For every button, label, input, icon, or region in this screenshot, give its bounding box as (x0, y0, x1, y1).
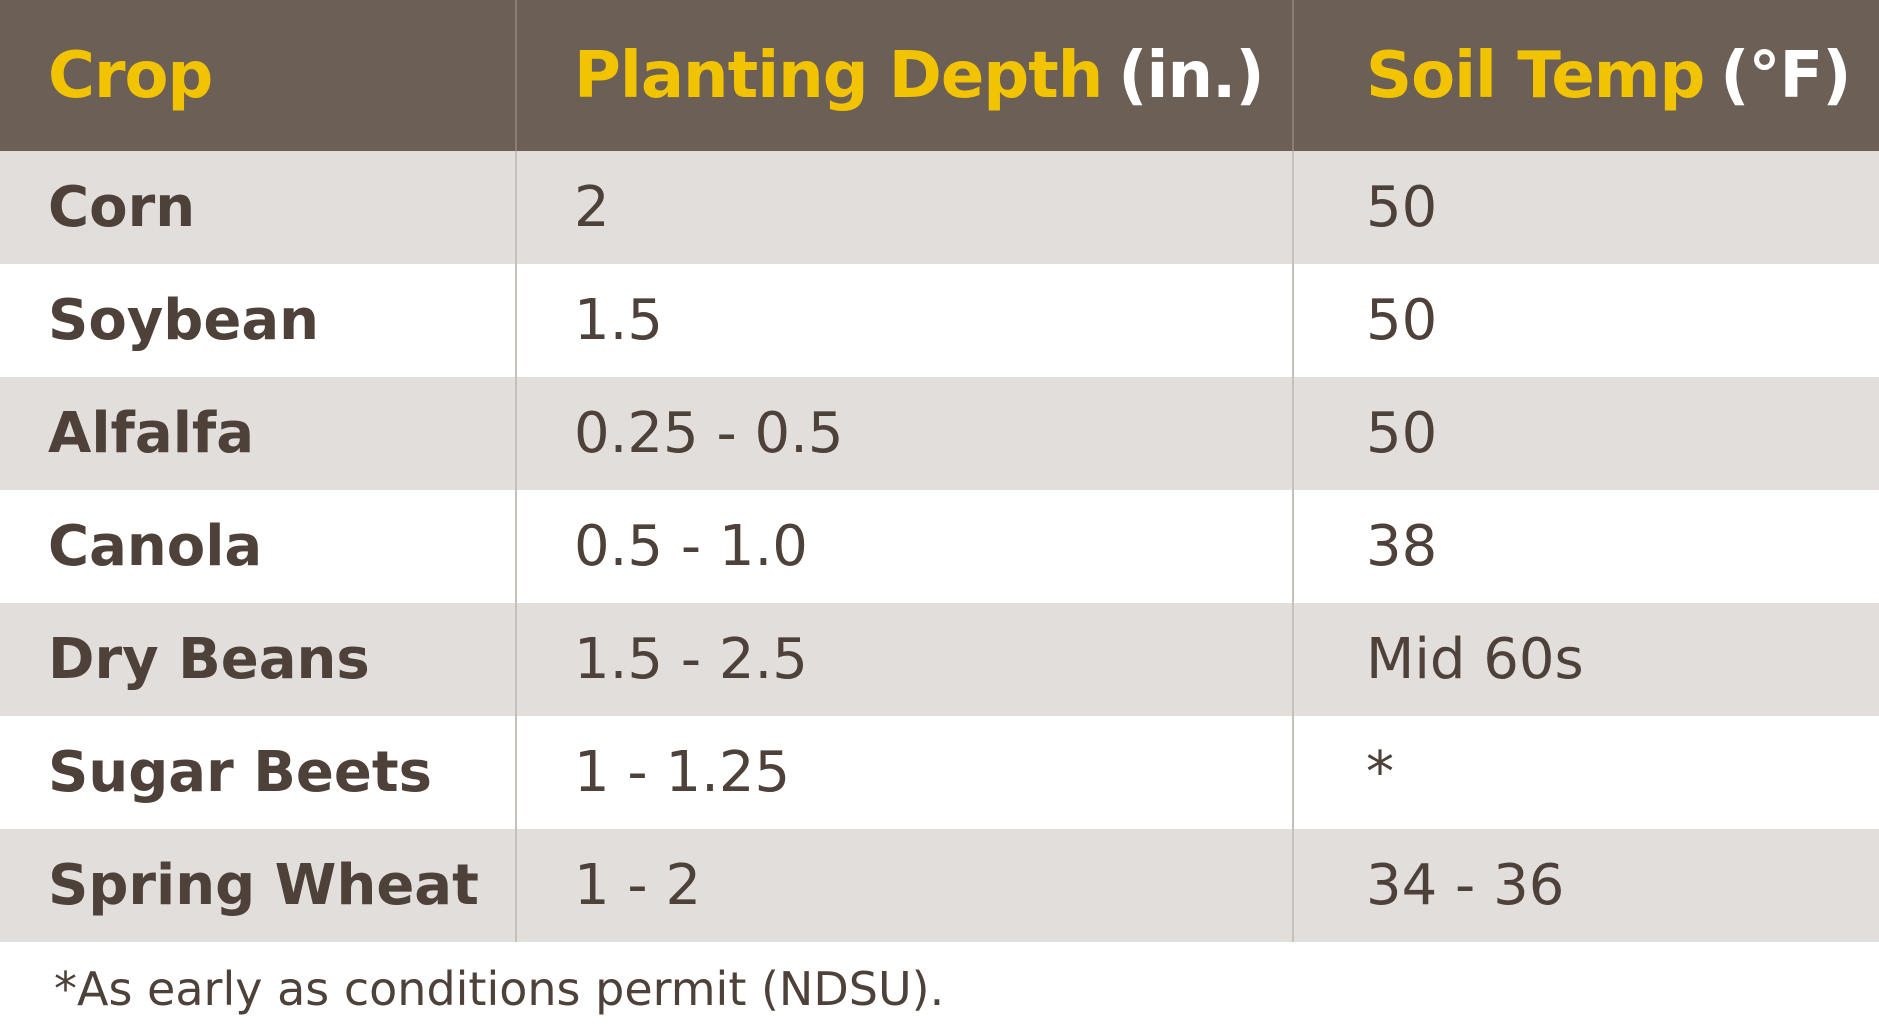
header-depth-unit: (in.) (1118, 38, 1264, 113)
temp-value: Mid 60s (1366, 627, 1584, 692)
temp-cell: * (1292, 716, 1879, 829)
temp-cell: 50 (1292, 151, 1879, 264)
crop-name: Sugar Beets (48, 740, 432, 805)
table-row: Alfalfa 0.25 - 0.5 50 (0, 377, 1879, 490)
table-row: Spring Wheat 1 - 2 34 - 36 (0, 829, 1879, 942)
depth-value: 1 - 2 (574, 853, 702, 918)
crop-name: Canola (48, 514, 263, 579)
temp-value: * (1366, 740, 1394, 805)
depth-cell: 0.25 - 0.5 (515, 377, 1292, 490)
crop-cell: Canola (0, 490, 515, 603)
depth-cell: 1 - 2 (515, 829, 1292, 942)
crop-name: Alfalfa (48, 401, 255, 466)
table-row: Corn 2 50 (0, 151, 1879, 264)
crop-name: Dry Beans (48, 627, 370, 692)
header-planting-depth: Planting Depth (in.) (515, 0, 1292, 151)
depth-value: 2 (574, 175, 610, 240)
crop-cell: Alfalfa (0, 377, 515, 490)
depth-cell: 1 - 1.25 (515, 716, 1292, 829)
table-row: Canola 0.5 - 1.0 38 (0, 490, 1879, 603)
header-temp-label: Soil Temp (1366, 38, 1705, 113)
temp-value: 38 (1366, 514, 1438, 579)
depth-cell: 1.5 (515, 264, 1292, 377)
temp-cell: Mid 60s (1292, 603, 1879, 716)
header-crop: Crop (0, 0, 515, 151)
temp-cell: 50 (1292, 377, 1879, 490)
temp-value: 34 - 36 (1366, 853, 1565, 918)
crop-name: Corn (48, 175, 196, 240)
temp-cell: 38 (1292, 490, 1879, 603)
crop-name: Spring Wheat (48, 853, 479, 918)
depth-cell: 0.5 - 1.0 (515, 490, 1292, 603)
crop-cell: Sugar Beets (0, 716, 515, 829)
depth-value: 1.5 - 2.5 (574, 627, 808, 692)
header-temp-unit: (°F) (1720, 38, 1851, 113)
crop-cell: Dry Beans (0, 603, 515, 716)
depth-value: 0.25 - 0.5 (574, 401, 844, 466)
table-row: Dry Beans 1.5 - 2.5 Mid 60s (0, 603, 1879, 716)
temp-value: 50 (1366, 401, 1438, 466)
table-header-row: Crop Planting Depth (in.) Soil Temp (°F) (0, 0, 1879, 151)
temp-value: 50 (1366, 288, 1438, 353)
depth-value: 0.5 - 1.0 (574, 514, 808, 579)
header-depth-label: Planting Depth (574, 38, 1103, 113)
table-row: Soybean 1.5 50 (0, 264, 1879, 377)
temp-cell: 34 - 36 (1292, 829, 1879, 942)
temp-value: 50 (1366, 175, 1438, 240)
crop-name: Soybean (48, 288, 320, 353)
header-crop-label: Crop (48, 38, 213, 113)
depth-value: 1 - 1.25 (574, 740, 791, 805)
header-soil-temp: Soil Temp (°F) (1292, 0, 1879, 151)
table-footnote: *As early as conditions permit (NDSU). (54, 962, 945, 1016)
crop-planting-table: Crop Planting Depth (in.) Soil Temp (°F)… (0, 0, 1879, 942)
crop-cell: Soybean (0, 264, 515, 377)
depth-cell: 2 (515, 151, 1292, 264)
depth-value: 1.5 (574, 288, 664, 353)
temp-cell: 50 (1292, 264, 1879, 377)
table-row: Sugar Beets 1 - 1.25 * (0, 716, 1879, 829)
depth-cell: 1.5 - 2.5 (515, 603, 1292, 716)
crop-cell: Corn (0, 151, 515, 264)
crop-cell: Spring Wheat (0, 829, 515, 942)
